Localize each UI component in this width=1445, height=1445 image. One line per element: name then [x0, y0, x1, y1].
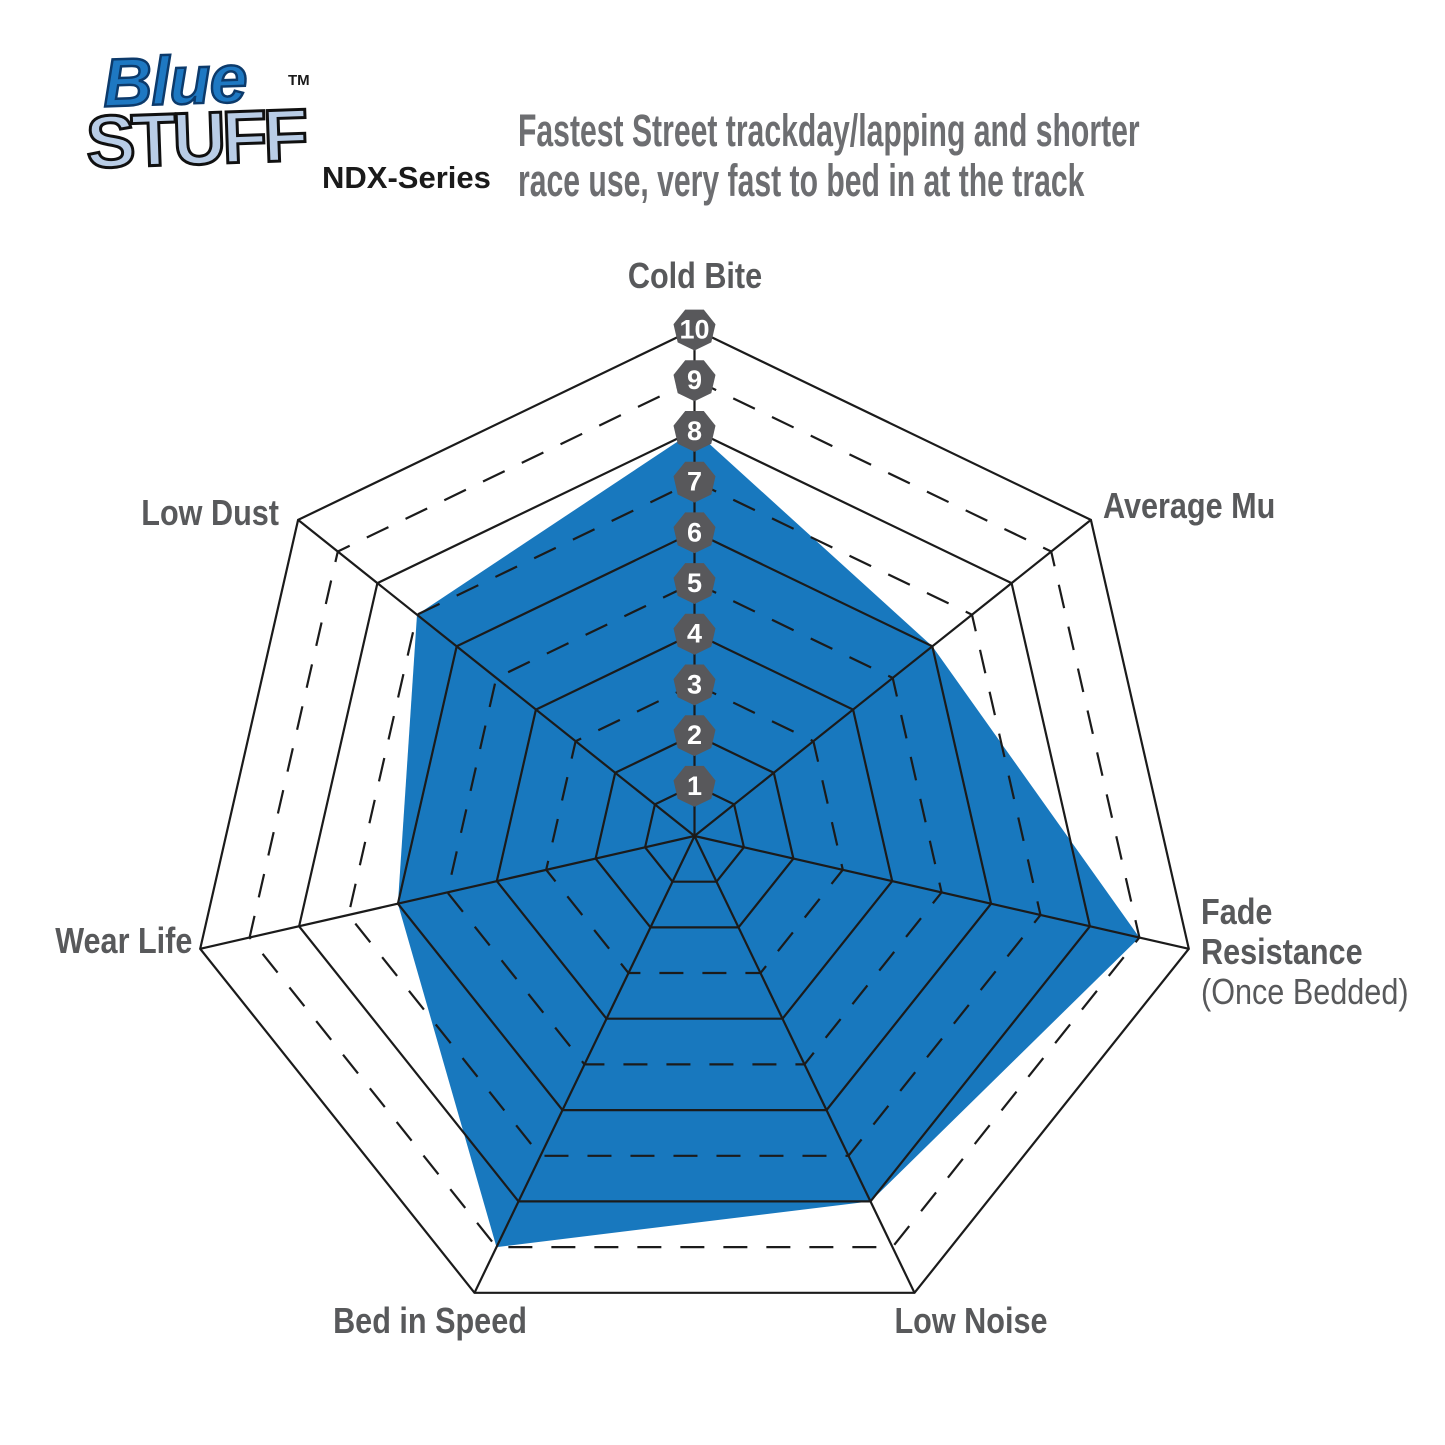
- axis-spoke-3: [693, 835, 916, 1294]
- axis-spoke-1: [693, 519, 1092, 837]
- axis-label-cold-bite: Cold Bite: [627, 255, 763, 296]
- scale-badge-1: 1: [673, 765, 716, 807]
- axis-label-fade-resistance-main: Fade Resistance: [1201, 891, 1363, 972]
- scale-badges: 1 2 3 4 5 6 7 8 9 10: [673, 309, 716, 807]
- scale-badge-7: 7: [673, 461, 716, 503]
- grid-ring-10: [199, 327, 1190, 1294]
- axis-spoke-2: [694, 834, 1190, 950]
- scale-badge-shape: [673, 563, 716, 604]
- scale-badge-number: 4: [687, 619, 702, 649]
- scale-badge-8: 8: [673, 411, 716, 452]
- scale-badge-shape: [673, 715, 716, 757]
- scale-badge-number: 1: [687, 771, 702, 801]
- scale-badge-number: 2: [687, 720, 702, 750]
- axis-label-fade-resistance-sub: (Once Bedded): [1201, 971, 1409, 1012]
- scale-badge-number: 10: [679, 315, 709, 345]
- description-line-2: race use, very fast to bed in at the tra…: [518, 155, 1085, 206]
- grid-ring-7: [347, 479, 1042, 1157]
- axis-label-fade-resistance: Fade Resistance (Once Bedded): [1201, 892, 1414, 1012]
- scale-badge-number: 7: [687, 467, 702, 497]
- grid-ring-6: [396, 530, 993, 1112]
- scale-badge-number: 5: [687, 568, 702, 598]
- grid-ring-9: [248, 378, 1141, 1249]
- series-label: NDX-Series: [322, 160, 491, 195]
- scale-badge-shape: [673, 765, 716, 807]
- scale-badge-shape: [673, 360, 716, 402]
- grid-ring-1: [643, 784, 746, 883]
- scale-badge-6: 6: [673, 512, 716, 554]
- axis-label-wear-life: Wear Life: [54, 920, 192, 961]
- scale-badge-shape: [673, 309, 716, 351]
- axis-spoke-5: [199, 834, 695, 950]
- scale-badge-shape: [673, 461, 716, 503]
- scale-badge-number: 9: [687, 365, 702, 395]
- scale-badge-shape: [673, 411, 716, 452]
- axis-label-bed-in-speed: Bed in Speed: [333, 1300, 527, 1341]
- axis-label-low-noise: Low Noise: [894, 1300, 1048, 1341]
- grid-ring-4: [495, 631, 894, 1020]
- scale-badge-number: 6: [687, 517, 702, 547]
- scale-badge-shape: [673, 512, 716, 554]
- axis-spoke-6: [297, 519, 696, 837]
- radar-grid-rings: [199, 327, 1190, 1294]
- grid-ring-2: [594, 733, 795, 929]
- scale-badge-3: 3: [673, 664, 716, 706]
- scale-badge-shape: [673, 664, 716, 706]
- axis-label-low-dust: Low Dust: [141, 492, 279, 533]
- scale-badge-number: 8: [687, 416, 702, 446]
- data-polygon: [397, 430, 1140, 1248]
- scale-badge-9: 9: [673, 360, 716, 402]
- scale-badge-shape: [673, 613, 716, 655]
- description-line-1: Fastest Street trackday/lapping and shor…: [518, 105, 1140, 156]
- grid-ring-8: [297, 429, 1092, 1203]
- scale-badge-number: 3: [687, 669, 702, 699]
- scale-badge-2: 2: [673, 715, 716, 757]
- logo-trademark: TM: [288, 72, 310, 89]
- axis-label-average-mu: Average Mu: [1103, 485, 1276, 526]
- logo-word-blue: Blue: [100, 39, 248, 122]
- description-text: Fastest Street trackday/lapping and shor…: [518, 106, 1140, 206]
- scale-badge-10: 10: [673, 309, 716, 351]
- scale-badge-4: 4: [673, 613, 716, 655]
- scale-badge-5: 5: [673, 563, 716, 604]
- axis-spoke-4: [473, 835, 696, 1294]
